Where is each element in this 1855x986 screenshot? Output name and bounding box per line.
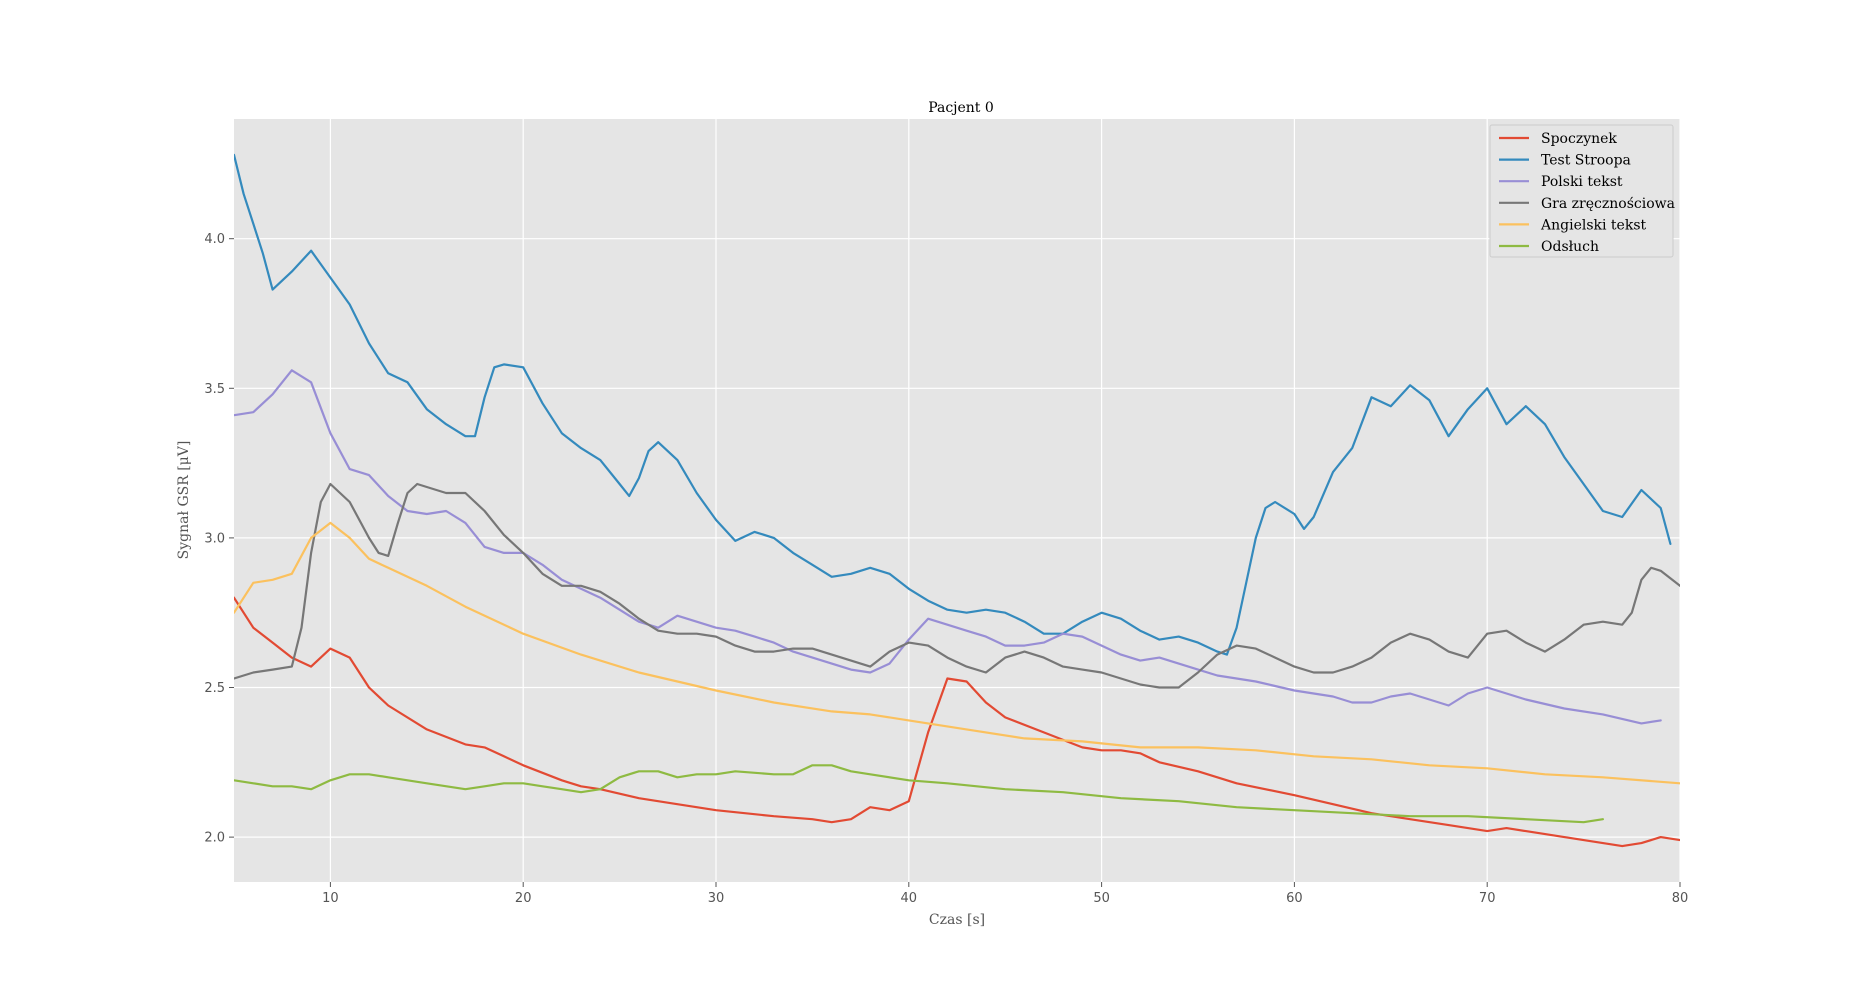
- series-line-gra-zręcznościowa: [234, 482, 1680, 689]
- series-line-test-stroopa: [234, 153, 1672, 656]
- y-tick-label: 4.0: [204, 232, 225, 247]
- x-tick-label: 30: [708, 891, 725, 906]
- legend-entry: Polski tekst: [1541, 174, 1623, 190]
- x-tick-label: 80: [1672, 891, 1689, 906]
- series-line-polski-tekst: [234, 369, 1662, 725]
- legend: Spoczynek Test Stroopa Polski tekst Gra zrę…: [1489, 124, 1675, 258]
- legend-entry: Odsłuch: [1541, 239, 1599, 255]
- y-tick-label: 2.0: [204, 831, 225, 846]
- x-tick-label: 40: [901, 891, 918, 906]
- x-tick-label: 50: [1093, 891, 1110, 906]
- y-tick-label: 3.5: [204, 382, 225, 397]
- grid-lines: [234, 119, 1681, 882]
- legend-box: [1489, 124, 1674, 258]
- legend-entry: Angielski tekst: [1540, 217, 1647, 233]
- y-tick-label: 2.5: [204, 681, 225, 696]
- x-axis-label: Czas [s]: [929, 912, 985, 928]
- series-line-spoczynek: [234, 596, 1680, 848]
- x-tick-label: 70: [1479, 891, 1496, 906]
- series-lines: [234, 153, 1680, 848]
- series-line-angielski-tekst: [234, 521, 1680, 785]
- x-tick-label: 60: [1286, 891, 1303, 906]
- x-axis-ticks: 10 20 30 40 50 60 70 80: [322, 882, 1688, 906]
- chart-title: Pacjent 0: [928, 100, 994, 116]
- x-tick-label: 20: [515, 891, 532, 906]
- x-tick-label: 10: [322, 891, 339, 906]
- y-tick-label: 3.0: [204, 531, 225, 546]
- legend-entry: Gra zręcznościowa: [1541, 196, 1675, 212]
- series-line-odsłuch: [234, 764, 1604, 824]
- legend-entry: Spoczynek: [1541, 131, 1617, 147]
- legend-entry: Test Stroopa: [1541, 153, 1631, 169]
- y-axis-label: Sygnał GSR [μV]: [176, 441, 192, 560]
- y-axis-ticks: 2.0 2.5 3.0 3.5 4.0: [204, 232, 234, 846]
